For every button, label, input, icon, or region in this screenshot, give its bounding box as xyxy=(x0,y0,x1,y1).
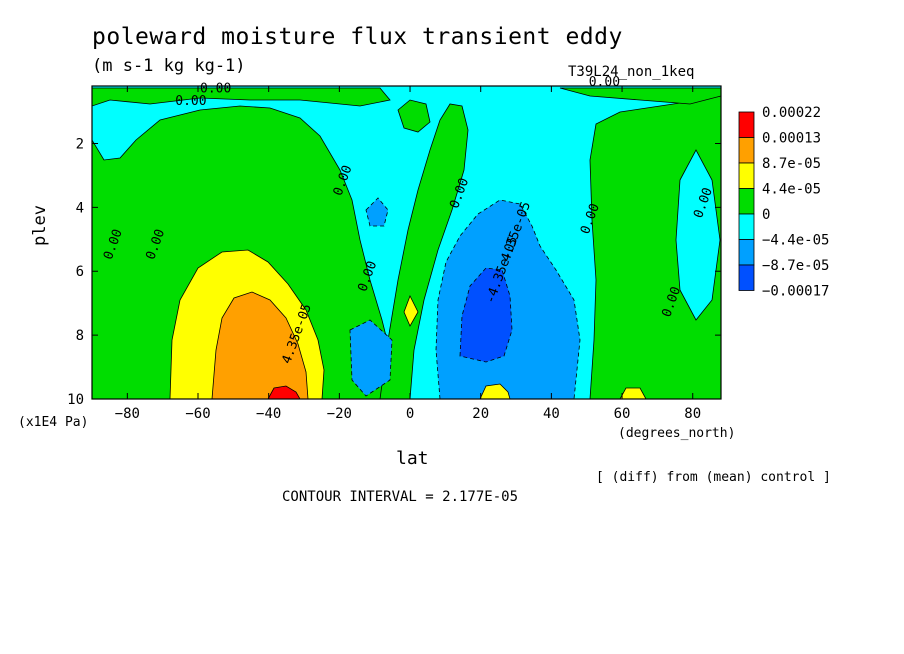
y-tick-label: 6 xyxy=(76,264,84,280)
chart-units: (m s-1 kg kg-1) xyxy=(92,56,246,76)
region-equator-green-2 xyxy=(397,99,431,133)
contour-label: 0.00 xyxy=(200,81,231,96)
legend-label: 8.7e-05 xyxy=(762,156,821,172)
x-tick-label: −80 xyxy=(115,406,140,422)
legend-label: 0 xyxy=(762,207,770,223)
region-north-yellow xyxy=(479,383,511,399)
y-tick-label: 4 xyxy=(76,200,84,216)
legend-swatch xyxy=(738,264,755,291)
y-ticks: 2 4 6 8 10 xyxy=(67,136,721,408)
region-north-darkblue xyxy=(459,267,513,363)
legend-label: 4.4e-05 xyxy=(762,182,821,198)
region-equator-yellow xyxy=(403,295,419,327)
legend-swatch xyxy=(738,162,755,189)
region-equator-green xyxy=(379,103,469,399)
x-tick-label: 0 xyxy=(406,406,414,422)
plot-area xyxy=(92,86,721,399)
x-tick-label: 60 xyxy=(614,406,631,422)
region-south-blue-small xyxy=(365,197,389,227)
diff-note: [ (diff) from (mean) control ] xyxy=(596,470,831,485)
legend-swatch xyxy=(738,239,755,266)
legend-label: 0.00022 xyxy=(762,105,821,121)
x-ticks: −80 −60 −40 −20 0 20 40 60 80 xyxy=(115,86,701,422)
contour-interval: CONTOUR INTERVAL = 2.177E-05 xyxy=(282,489,519,505)
region-south-green-2 xyxy=(92,87,391,107)
legend-label: −8.7e-05 xyxy=(762,258,829,274)
x-tick-label: 40 xyxy=(543,406,560,422)
region-south-orange xyxy=(211,291,309,399)
y-tick-label: 8 xyxy=(76,328,84,344)
region-north-cyan-hole xyxy=(675,149,721,321)
legend-swatch xyxy=(738,213,755,240)
x-tick-label: 20 xyxy=(472,406,489,422)
region-red-spot xyxy=(267,385,301,399)
plot-frame xyxy=(91,85,722,400)
legend-label: −4.4e-05 xyxy=(762,233,829,249)
region-north-yellow-2 xyxy=(619,387,647,399)
colorbar-legend: 0.00022 0.00013 8.7e-05 4.4e-05 0 −4.4e-05 −8.… xyxy=(738,105,829,300)
y-tick-label: 2 xyxy=(76,136,84,152)
legend-swatch xyxy=(738,188,755,215)
contour-label: 0.00 xyxy=(175,94,206,109)
region-south-blue-small-2 xyxy=(349,319,393,397)
x-tick-label: −20 xyxy=(327,406,352,422)
legend-swatch xyxy=(738,111,755,138)
legend-label: −0.00017 xyxy=(762,284,829,300)
contour-label: 0.00 xyxy=(589,75,620,90)
x-axis-units: (degrees_north) xyxy=(618,426,736,441)
region-north-green-top xyxy=(559,87,721,105)
x-tick-label: −40 xyxy=(256,406,281,422)
x-tick-label: 80 xyxy=(684,406,701,422)
run-label: T39L24_non_1keq xyxy=(568,64,695,80)
x-axis-label: lat xyxy=(396,448,429,469)
chart-title: poleward moisture flux transient eddy xyxy=(92,24,623,50)
y-tick-label: 10 xyxy=(67,392,84,408)
legend-label: 0.00013 xyxy=(762,131,821,147)
legend-swatch xyxy=(738,137,755,164)
x-tick-label: −60 xyxy=(185,406,210,422)
y-axis-units: (x1E4 Pa) xyxy=(18,415,89,430)
